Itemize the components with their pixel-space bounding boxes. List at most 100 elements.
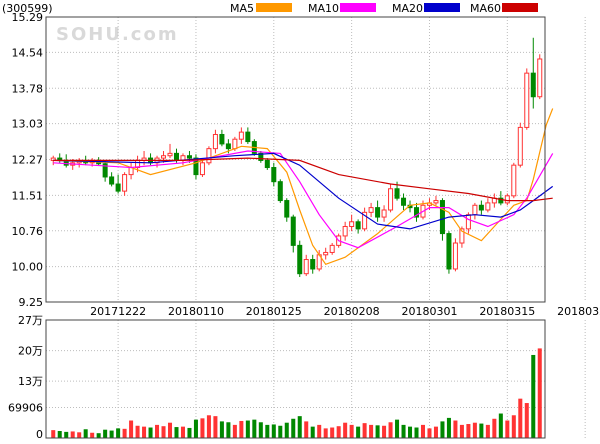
volume-bar bbox=[142, 426, 147, 438]
candle-body bbox=[362, 211, 368, 230]
candle-body bbox=[284, 200, 290, 218]
candle-body bbox=[303, 259, 309, 275]
candle-body bbox=[472, 204, 478, 216]
candle-body bbox=[485, 202, 491, 211]
candle-body bbox=[193, 157, 199, 176]
volume-series bbox=[51, 348, 542, 438]
candle-body bbox=[173, 152, 180, 161]
legend-swatch-ma20 bbox=[424, 3, 460, 12]
candle-body bbox=[342, 226, 348, 237]
volume-tick-label: 20万 bbox=[18, 345, 43, 358]
price-tick-label: 9.25 bbox=[19, 296, 44, 309]
moving-averages bbox=[53, 108, 554, 266]
legend-swatch-ma60 bbox=[502, 3, 538, 12]
volume-bar bbox=[479, 423, 484, 438]
candle-body bbox=[375, 207, 381, 218]
candle-body bbox=[524, 72, 530, 128]
volume-bar bbox=[187, 427, 192, 438]
volume-bar bbox=[103, 429, 108, 438]
candle-body bbox=[310, 259, 316, 270]
volume-bar bbox=[245, 420, 250, 438]
stock-code: (300599) bbox=[2, 2, 53, 15]
volume-bar bbox=[96, 433, 101, 438]
price-panel-frame bbox=[45, 16, 546, 303]
volume-bar bbox=[414, 427, 419, 438]
volume-bar bbox=[232, 424, 237, 438]
legend-label-ma10: MA10 bbox=[308, 2, 339, 15]
volume-bar bbox=[278, 425, 283, 438]
volume-bar bbox=[362, 423, 367, 438]
volume-bar bbox=[330, 427, 335, 438]
volume-bar bbox=[304, 421, 309, 438]
candle-body bbox=[530, 72, 536, 98]
candle-body bbox=[245, 131, 251, 143]
volume-bar bbox=[356, 426, 361, 438]
price-tick-label: 12.27 bbox=[12, 154, 44, 167]
candlestick-series bbox=[50, 37, 543, 277]
candle-body bbox=[290, 216, 296, 246]
volume-bar bbox=[193, 419, 198, 438]
volume-bar bbox=[472, 422, 477, 438]
volume-bar bbox=[252, 419, 257, 438]
volume-bar bbox=[180, 426, 185, 438]
volume-bar bbox=[284, 422, 289, 438]
volume-bar bbox=[70, 431, 75, 438]
candle-body bbox=[212, 133, 218, 150]
candle-body bbox=[232, 138, 238, 150]
volume-bar bbox=[323, 428, 328, 438]
candle-body bbox=[537, 58, 543, 98]
candle-body bbox=[109, 176, 115, 185]
candle-body bbox=[401, 197, 407, 206]
date-tick-label: 20180125 bbox=[246, 305, 302, 318]
volume-bar bbox=[492, 418, 497, 438]
volume-bar bbox=[291, 418, 296, 438]
volume-tick-label: 27万 bbox=[18, 314, 43, 327]
candle-body bbox=[394, 188, 400, 199]
volume-bar bbox=[317, 424, 322, 438]
volume-bar bbox=[459, 424, 464, 438]
volume-bar bbox=[336, 426, 341, 438]
volume-bar bbox=[343, 422, 348, 438]
volume-tick-label: 13万 bbox=[18, 375, 43, 388]
candle-body bbox=[349, 221, 355, 228]
candle-body bbox=[271, 167, 277, 183]
volume-bar bbox=[369, 424, 374, 438]
volume-bar bbox=[511, 415, 516, 438]
volume-bar bbox=[498, 413, 503, 438]
legend-swatch-ma10 bbox=[340, 3, 376, 12]
volume-bar bbox=[518, 398, 523, 438]
candle-body bbox=[329, 244, 335, 253]
date-tick-label: 20180110 bbox=[168, 305, 224, 318]
candle-body bbox=[368, 207, 374, 213]
price-tick-label: 15.29 bbox=[12, 11, 44, 24]
candle-body bbox=[297, 244, 303, 275]
volume-bar bbox=[239, 420, 244, 438]
volume-bar bbox=[420, 424, 426, 438]
candle-body bbox=[258, 152, 264, 161]
volume-bar bbox=[64, 431, 69, 438]
volume-bar bbox=[440, 421, 445, 438]
panel-frames bbox=[45, 16, 546, 439]
volume-bar bbox=[206, 415, 211, 438]
volume-bar bbox=[122, 428, 127, 438]
candle-body bbox=[225, 143, 231, 150]
candle-body bbox=[102, 163, 108, 178]
volume-tick-label: 0 bbox=[36, 428, 43, 440]
candle-body bbox=[413, 207, 420, 218]
volume-bar bbox=[77, 432, 82, 438]
candle-body bbox=[167, 152, 173, 157]
legend-label-ma60: MA60 bbox=[470, 2, 501, 15]
candle-body bbox=[465, 214, 471, 230]
date-tick-label: 20180208 bbox=[324, 305, 380, 318]
price-tick-label: 10.76 bbox=[12, 225, 44, 238]
volume-bar bbox=[433, 426, 438, 438]
volume-bar bbox=[226, 422, 231, 438]
ma-line-ma20 bbox=[53, 152, 554, 230]
volume-bar bbox=[395, 419, 400, 438]
date-tick-label: 20180329 bbox=[557, 305, 600, 318]
watermark-text: SOHU.com bbox=[56, 24, 179, 45]
volume-bar bbox=[116, 428, 121, 438]
candle-body bbox=[323, 251, 329, 256]
volume-bar bbox=[83, 429, 88, 438]
candle-body bbox=[439, 200, 445, 235]
